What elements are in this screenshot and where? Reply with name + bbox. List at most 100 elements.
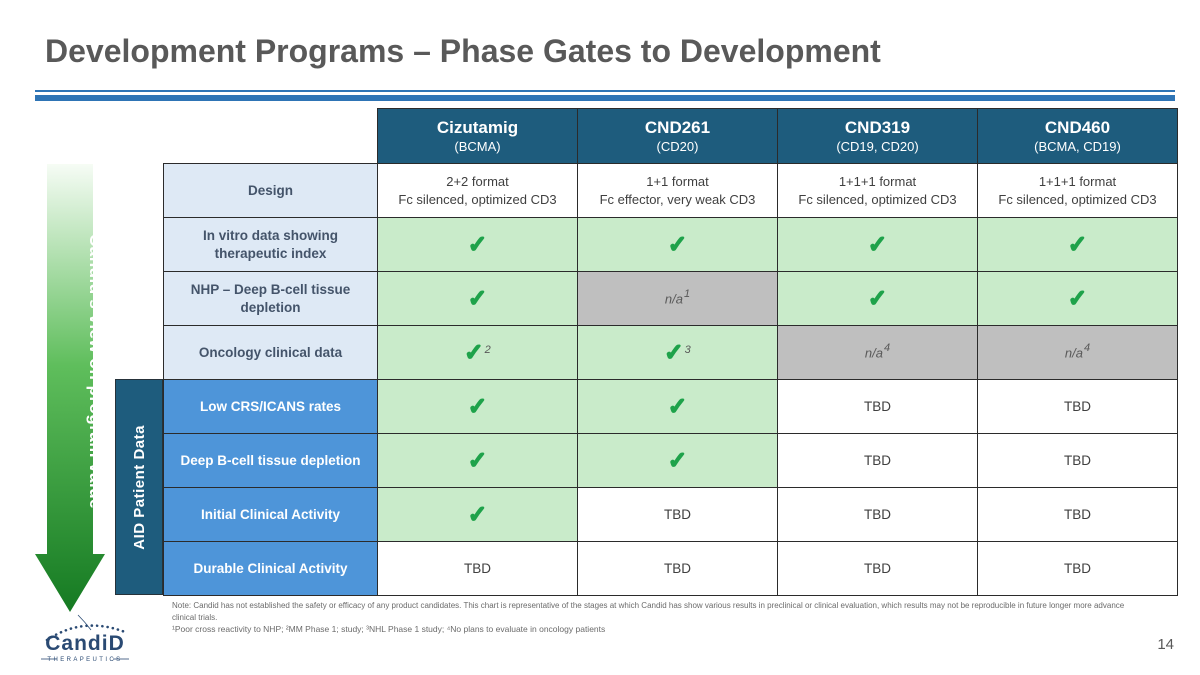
tbd-text: TBD: [664, 560, 691, 576]
footnote-ref: 1: [683, 288, 691, 301]
check-icon: ✓: [467, 230, 488, 257]
table-row: In vitro data showing therapeutic index ✓…: [163, 217, 1178, 272]
status-cell-tbd: TBD: [777, 541, 978, 596]
check-icon: ✓: [667, 230, 688, 257]
check-icon: ✓: [467, 284, 488, 311]
program-value-arrow-label: Candid’s view on program value: [86, 234, 105, 510]
table-row: Oncology clinical data ✓2 ✓3 n/a4 n/a4: [163, 325, 1178, 380]
status-cell-tbd: TBD: [777, 433, 978, 488]
status-cell-check: ✓: [977, 271, 1178, 326]
status-cell-check: ✓: [377, 379, 578, 434]
status-cell-text2: 1+1+1 format Fc silenced, optimized CD3: [777, 163, 978, 218]
check-icon: ✓: [1067, 284, 1088, 311]
logo-subtitle: THERAPEUTICS: [47, 657, 122, 663]
row-label: Durable Clinical Activity: [163, 541, 378, 596]
table-row: Durable Clinical Activity TBD TBD TBD TBD: [163, 541, 1178, 596]
status-cell-na: n/a4: [777, 325, 978, 380]
tbd-text: TBD: [864, 398, 891, 414]
check-icon: ✓: [464, 338, 485, 365]
table-row: Design 2+2 format Fc silenced, optimized C…: [163, 163, 1178, 218]
check-icon: ✓: [667, 446, 688, 473]
design-detail: Fc effector, very weak CD3: [599, 191, 756, 207]
design-format: 1+1+1 format: [1038, 173, 1117, 189]
status-cell-text2: 1+1+1 format Fc silenced, optimized CD3: [977, 163, 1178, 218]
program-name: CND460: [1044, 118, 1111, 137]
row-label: Low CRS/ICANS rates: [163, 379, 378, 434]
footnotes: ¹Poor cross reactivity to NHP; ²MM Phase…: [172, 624, 606, 634]
check-icon: ✓: [467, 392, 488, 419]
title-rule-thick: [35, 95, 1175, 101]
program-name: Cizutamig: [436, 118, 519, 137]
column-header: CND261 (CD20): [577, 108, 778, 164]
status-cell-tbd: TBD: [977, 541, 1178, 596]
down-arrow-icon: [35, 164, 105, 612]
status-cell-tbd: TBD: [977, 487, 1178, 542]
status-cell-na: n/a4: [977, 325, 1178, 380]
status-cell-tbd: TBD: [777, 487, 978, 542]
status-cell-check: ✓: [377, 487, 578, 542]
status-cell-check: ✓2: [377, 325, 578, 380]
status-cell-text2: 1+1 format Fc effector, very weak CD3: [577, 163, 778, 218]
table-row: Deep B-cell tissue depletion ✓ ✓ TBD TBD: [163, 433, 1178, 488]
status-cell-check: ✓: [777, 217, 978, 272]
tbd-text: TBD: [864, 560, 891, 576]
row-label: Initial Clinical Activity: [163, 487, 378, 542]
tbd-text: TBD: [664, 506, 691, 522]
check-icon: ✓: [1067, 230, 1088, 257]
status-cell-check: ✓: [977, 217, 1178, 272]
status-cell-text2: 2+2 format Fc silenced, optimized CD3: [377, 163, 578, 218]
row-label: Deep B-cell tissue depletion: [163, 433, 378, 488]
program-target: (BCMA): [454, 139, 501, 154]
design-format: 1+1+1 format: [838, 173, 917, 189]
design-detail: Fc silenced, optimized CD3: [798, 191, 957, 207]
status-cell-check: ✓: [577, 379, 778, 434]
status-cell-check: ✓: [577, 217, 778, 272]
tbd-text: TBD: [1064, 560, 1091, 576]
program-target: (BCMA, CD19): [1034, 139, 1121, 154]
check-icon: ✓: [664, 338, 685, 365]
phase-gates-table: Cizutamig (BCMA) CND261 (CD20) CND319 (CD19, …: [163, 108, 1178, 596]
program-value-arrow: Candid’s view on program value: [35, 164, 105, 612]
table-row: NHP – Deep B-cell tissue depletion ✓ n/a1 ✓…: [163, 271, 1178, 326]
footnote-ref: 4: [883, 342, 891, 355]
tbd-text: TBD: [864, 506, 891, 522]
program-target: (CD20): [656, 139, 699, 154]
row-label: Design: [163, 163, 378, 218]
check-icon: ✓: [867, 284, 888, 311]
row-label: Oncology clinical data: [163, 325, 378, 380]
check-icon: ✓: [467, 500, 488, 527]
logo-wordmark: CandiD: [45, 632, 125, 655]
program-target: (CD19, CD20): [836, 139, 919, 154]
status-cell-tbd: TBD: [377, 541, 578, 596]
status-cell-na: n/a1: [577, 271, 778, 326]
footnote-ref: 3: [684, 344, 691, 357]
program-name: CND319: [844, 118, 911, 137]
page-title: Development Programs – Phase Gates to De…: [45, 33, 881, 69]
row-label: NHP – Deep B-cell tissue depletion: [163, 271, 378, 326]
check-icon: ✓: [667, 392, 688, 419]
table-corner-void: [164, 109, 378, 164]
column-header: CND319 (CD19, CD20): [777, 108, 978, 164]
table-row: Initial Clinical Activity ✓ TBD TBD TBD: [163, 487, 1178, 542]
row-label: In vitro data showing therapeutic index: [163, 217, 378, 272]
status-cell-check: ✓: [377, 433, 578, 488]
not-applicable-text: n/a: [864, 345, 883, 361]
tbd-text: TBD: [1064, 506, 1091, 522]
check-icon: ✓: [867, 230, 888, 257]
phase-gates-table-wrap: Cizutamig (BCMA) CND261 (CD20) CND319 (CD19, …: [163, 108, 1178, 596]
design-format: 1+1 format: [646, 173, 709, 189]
column-header: Cizutamig (BCMA): [377, 108, 578, 164]
tbd-text: TBD: [864, 452, 891, 468]
status-cell-tbd: TBD: [977, 379, 1178, 434]
not-applicable-text: n/a: [1064, 345, 1083, 361]
status-cell-check: ✓: [577, 433, 778, 488]
program-name: CND261: [644, 118, 711, 137]
tbd-text: TBD: [1064, 452, 1091, 468]
tbd-text: TBD: [464, 560, 491, 576]
aid-patient-data-bar: AID Patient Data: [115, 379, 163, 595]
company-logo: CandiD THERAPEUTICS: [33, 614, 138, 671]
status-cell-check: ✓: [777, 271, 978, 326]
column-header: CND460 (BCMA, CD19): [977, 108, 1178, 164]
page-number: 14: [1157, 636, 1174, 653]
status-cell-tbd: TBD: [777, 379, 978, 434]
